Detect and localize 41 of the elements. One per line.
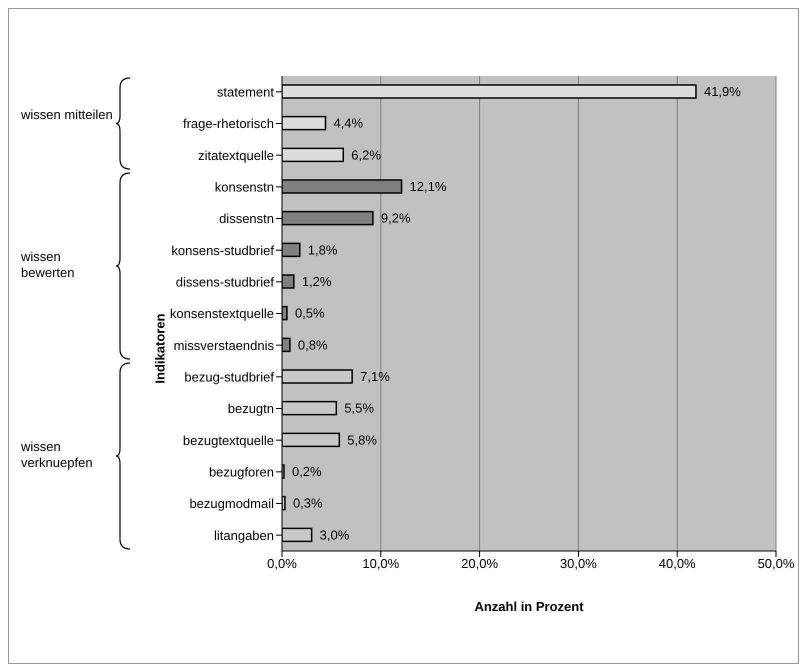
y-tick-label: litangaben <box>214 528 274 543</box>
y-tick-label: dissens-studbrief <box>176 274 274 290</box>
data-label: 6,2% <box>351 147 382 162</box>
y-tick-label: dissenstn <box>219 211 274 226</box>
x-tick-label: 40,0% <box>658 556 696 572</box>
x-tick-label: 50,0% <box>758 556 795 572</box>
text: wissen mitteilen <box>21 106 113 122</box>
y-tick-label: konsens-studbrief <box>171 242 274 258</box>
data-label: 3,0% <box>320 527 350 542</box>
text: wissen verknuepfen <box>21 439 94 471</box>
y-tick-label: konsenstextquelle <box>170 306 274 322</box>
text: wissen bewerten <box>21 249 76 281</box>
data-label: 1,8% <box>308 242 338 258</box>
y-tick-label: bezugtextquelle <box>182 432 274 448</box>
data-label: 7,1% <box>360 369 390 384</box>
data-label: 9,2% <box>380 210 411 226</box>
data-label: 0,2% <box>292 464 322 479</box>
y-axis-title: Indikatoren <box>152 313 168 384</box>
x-tick-label: 20,0% <box>461 556 498 572</box>
data-label: 5,5% <box>344 400 374 416</box>
y-tick-label: statement <box>216 84 274 100</box>
y-tick-label: zitatextquelle <box>198 148 274 163</box>
data-label: 0,3% <box>292 496 324 511</box>
data-label: 12,1% <box>410 179 447 194</box>
y-tick-label: bezugtn <box>228 401 274 416</box>
data-label: 0,5% <box>294 306 326 321</box>
data-label: 4,4% <box>333 116 364 131</box>
x-tick-label: 10,0% <box>362 556 400 572</box>
x-tick-label: 30,0% <box>560 556 598 572</box>
y-tick-label: bezugmodmail <box>189 496 274 512</box>
data-label: 5,8% <box>347 432 378 448</box>
data-label: 41,9% <box>704 84 742 99</box>
x-tick-label: 0,0% <box>267 556 298 572</box>
y-tick-label: frage-rhetorisch <box>182 116 274 132</box>
x-axis-title: Anzahl in Prozent <box>474 599 584 614</box>
y-tick-label: missverstaendnis <box>174 338 274 353</box>
data-label: 1,2% <box>302 274 332 289</box>
data-label: 0,8% <box>298 337 328 352</box>
y-tick-label: bezugforen <box>208 464 274 480</box>
y-tick-label: bezug-studbrief <box>184 369 274 384</box>
y-tick-label: konsenstn <box>214 179 274 194</box>
